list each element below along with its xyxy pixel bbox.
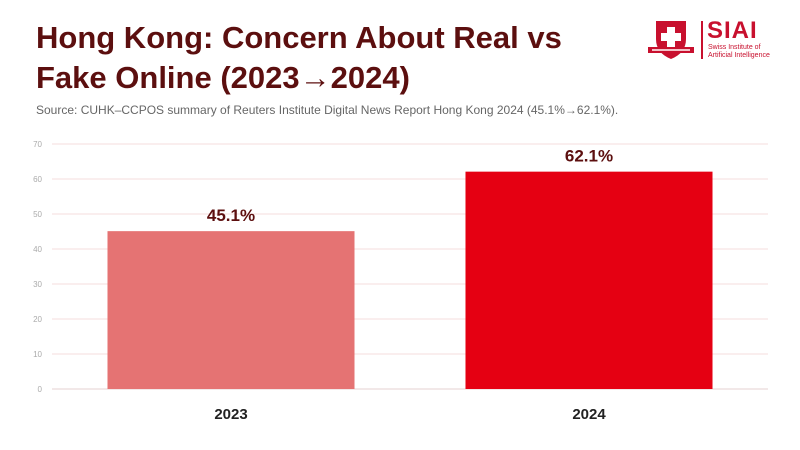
y-tick-label: 40 xyxy=(33,245,42,254)
siai-logo: SIAI Swiss Institute of Artificial Intel… xyxy=(646,17,776,63)
value-labels: 45.1% 62.1% xyxy=(207,147,613,226)
logo-wordmark: SIAI xyxy=(707,17,758,44)
y-tick-label: 10 xyxy=(33,350,42,359)
x-axis-ticks: 2023 2024 xyxy=(214,406,606,423)
logo-tagline-line-2: Artificial Intelligence xyxy=(708,52,770,59)
swiss-shield-icon xyxy=(648,21,694,59)
logo-divider xyxy=(701,21,703,59)
chart-title: Hong Kong: Concern About Real vs Fake On… xyxy=(36,20,562,95)
x-tick-label: 2023 xyxy=(214,406,247,423)
bar-value-label: 62.1% xyxy=(565,147,613,166)
y-tick-label: 60 xyxy=(33,175,42,184)
bar xyxy=(465,171,713,389)
chart-source-note: Source: CUHK–CCPOS summary of Reuters In… xyxy=(36,103,619,117)
y-tick-label: 70 xyxy=(33,140,42,149)
y-tick-label: 20 xyxy=(33,315,42,324)
y-tick-label: 0 xyxy=(38,385,43,394)
y-axis-ticks: 0 10 20 30 40 50 60 70 xyxy=(33,140,42,394)
logo-tagline: Swiss Institute of Artificial Intelligen… xyxy=(708,44,788,60)
bars xyxy=(107,171,713,389)
logo-tagline-line-1: Swiss Institute of xyxy=(708,44,761,51)
x-tick-label: 2024 xyxy=(572,406,606,423)
bar xyxy=(107,231,355,389)
y-tick-label: 30 xyxy=(33,280,42,289)
y-tick-label: 50 xyxy=(33,210,42,219)
bar-value-label: 45.1% xyxy=(207,206,255,225)
